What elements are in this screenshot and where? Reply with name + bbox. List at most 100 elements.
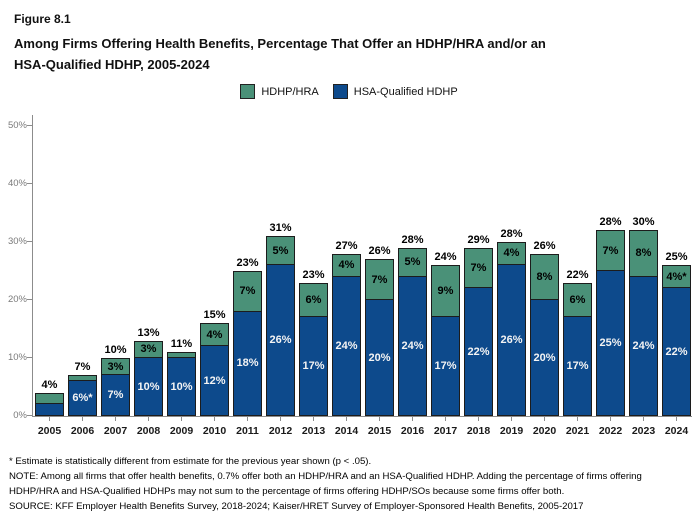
x-axis-tick-mark <box>346 417 347 422</box>
x-axis-label-2014: 2014 <box>334 425 359 438</box>
bar-total-label: 29% <box>467 233 490 246</box>
bar-segment-hdhp-hra: 5% <box>398 247 427 277</box>
x-axis-tick-mark <box>676 417 677 422</box>
y-axis-tick-label: 10% <box>7 352 27 364</box>
bar-total-label: 7% <box>74 361 91 374</box>
stacked-bar-chart: 0% 10% 20% 30% 40% 50% 4% 2005 7% 6%* 2006 10% 3% 7% 2… <box>8 115 693 443</box>
footnote-note-line1: NOTE: Among all firms that offer health … <box>9 471 642 483</box>
y-axis-tick-mark <box>27 182 32 184</box>
bar-segment-hdhp-hra: 6% <box>299 282 328 318</box>
bar-segment-hdhp-hra: 4% <box>200 323 229 347</box>
bar-segment-hdhp-hra: 9% <box>431 265 460 318</box>
bar-group-2019: 28% 4% 26% <box>495 115 528 417</box>
bar-segment-hdhp-hra <box>35 392 64 405</box>
bar-group-2017: 24% 9% 17% <box>429 115 462 417</box>
bar-segment-hdhp-hra: 3% <box>134 340 163 359</box>
bar-segment-label: 26% <box>500 334 523 347</box>
x-axis-tick-mark <box>478 417 479 422</box>
bar-segment-hdhp-hra: 7% <box>365 259 394 300</box>
bar-total-label: 28% <box>599 216 622 229</box>
bar-segment-hsa-qualified-hdhp: 6%* <box>68 381 97 417</box>
x-axis-tick-mark <box>577 417 578 422</box>
x-axis-label-2007: 2007 <box>103 425 128 438</box>
bar-segment-hsa-qualified-hdhp: 22% <box>464 288 493 417</box>
y-axis-tick-mark <box>27 124 32 126</box>
bar-segment-label: 4% <box>338 259 355 272</box>
x-axis-tick-mark <box>115 417 116 422</box>
bar-total-label: 22% <box>566 268 589 281</box>
bar-segment-label: 26% <box>269 334 292 347</box>
legend-label-hsa-qualified-hdhp: HSA-Qualified HDHP <box>353 85 458 98</box>
bar-segment-hsa-qualified-hdhp: 10% <box>134 358 163 417</box>
bar-group-2021: 22% 6% 17% <box>561 115 594 417</box>
bar-group-2011: 23% 7% 18% <box>231 115 264 417</box>
bar-segment-label: 20% <box>368 351 391 364</box>
bar-group-2014: 27% 4% 24% <box>330 115 363 417</box>
legend-item-hdhp-hra: HDHP/HRA <box>240 84 319 100</box>
bar-group-2013: 23% 6% 17% <box>297 115 330 417</box>
bar-group-2007: 10% 3% 7% <box>99 115 132 417</box>
x-axis-tick-mark <box>247 417 248 422</box>
x-axis-label-2006: 2006 <box>70 425 95 438</box>
bar-segment-hsa-qualified-hdhp <box>35 404 64 417</box>
x-axis-tick-mark <box>82 417 83 422</box>
y-axis-tick-mark <box>27 298 32 300</box>
x-axis-tick-mark <box>280 417 281 422</box>
x-axis-label-2018: 2018 <box>466 425 491 438</box>
bar-segment-label: 25% <box>599 337 622 349</box>
y-axis-tick-mark <box>27 357 32 359</box>
bar-segment-hdhp-hra: 8% <box>629 230 658 277</box>
bar-group-2018: 29% 7% 22% <box>462 115 495 417</box>
footnotes: * Estimate is statistically different fr… <box>0 443 698 514</box>
x-axis-label-2024: 2024 <box>664 425 689 438</box>
x-axis-label-2005: 2005 <box>37 425 62 438</box>
bar-segment-label: 22% <box>665 345 688 358</box>
bar-total-label: 28% <box>500 227 523 240</box>
bar-segment-label: 4% <box>206 328 223 341</box>
bar-segment-hsa-qualified-hdhp: 10% <box>167 358 196 417</box>
bar-group-2022: 28% 7% 25% <box>594 115 627 417</box>
bar-segment-label: 7% <box>602 244 619 257</box>
y-axis-tick-mark <box>27 240 32 242</box>
bar-segment-hdhp-hra: 6% <box>563 282 592 318</box>
x-axis-tick-mark <box>445 417 446 422</box>
bar-group-2024: 25% 4%* 22% <box>660 115 693 417</box>
bar-segment-label: 6% <box>569 293 586 306</box>
x-axis-tick-mark <box>412 417 413 422</box>
x-axis-tick-mark <box>643 417 644 422</box>
figure-title-line2: HSA-Qualified HDHP, 2005-2024 <box>14 57 210 73</box>
x-axis-tick-mark <box>511 417 512 422</box>
x-axis-tick-mark <box>49 417 50 422</box>
bar-segment-label: 7% <box>107 389 124 402</box>
x-axis-label-2021: 2021 <box>565 425 590 438</box>
bar-group-2009: 11% 10% <box>165 115 198 417</box>
bar-group-2006: 7% 6%* <box>66 115 99 417</box>
bar-total-label: 23% <box>236 256 259 269</box>
legend-swatch-hdhp-hra-icon <box>240 84 256 100</box>
bar-segment-hsa-qualified-hdhp: 7% <box>101 375 130 417</box>
x-axis-label-2019: 2019 <box>499 425 524 438</box>
bar-group-2023: 30% 8% 24% <box>627 115 660 417</box>
bar-segment-label: 18% <box>236 357 259 370</box>
x-axis-label-2012: 2012 <box>268 425 293 438</box>
bar-segment-label: 3% <box>107 360 124 373</box>
x-axis-label-2008: 2008 <box>136 425 161 438</box>
x-axis-tick-mark <box>544 417 545 422</box>
bar-total-label: 26% <box>533 239 556 252</box>
bar-group-2016: 28% 5% 24% <box>396 115 429 417</box>
bar-segment-hsa-qualified-hdhp: 17% <box>299 317 328 417</box>
bar-segment-hsa-qualified-hdhp: 18% <box>233 311 262 417</box>
bar-segment-hsa-qualified-hdhp: 26% <box>497 265 526 417</box>
x-axis-tick-mark <box>181 417 182 422</box>
bar-segment-hdhp-hra: 4% <box>332 253 361 277</box>
figure-header: Figure 8.1 Among Firms Offering Health B… <box>0 0 698 75</box>
bar-segment-hdhp-hra <box>68 375 97 382</box>
bar-segment-hdhp-hra: 5% <box>266 236 295 266</box>
bar-segment-hdhp-hra: 4% <box>497 241 526 266</box>
bar-segment-label: 7% <box>239 285 256 298</box>
bar-total-label: 31% <box>269 222 292 235</box>
bar-segment-label: 7% <box>470 262 487 274</box>
bar-segment-label: 17% <box>566 360 589 373</box>
bar-total-label: 30% <box>632 216 655 229</box>
bar-segment-label: 24% <box>335 339 358 352</box>
